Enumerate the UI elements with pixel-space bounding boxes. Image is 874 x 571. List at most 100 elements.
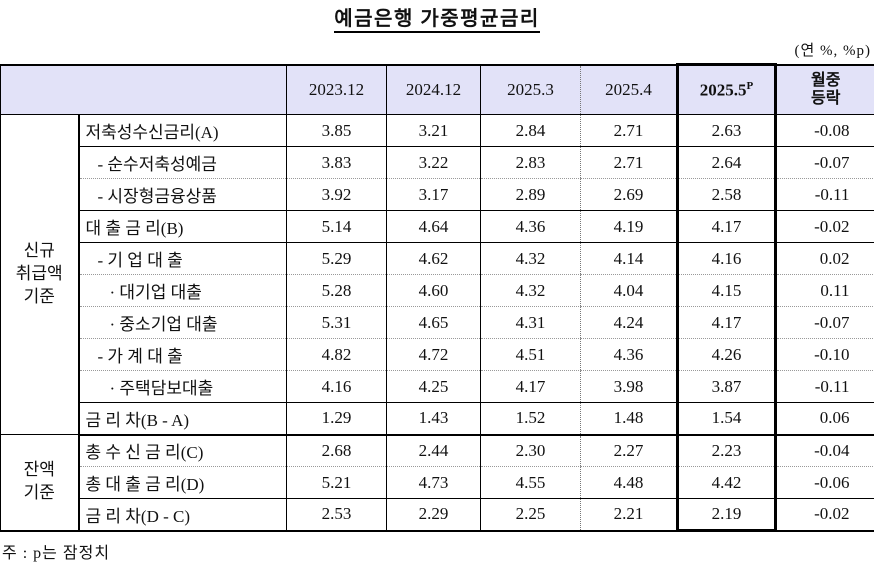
row-label: - 시장형금융상품: [77, 178, 287, 211]
value-cell: 0.11: [775, 274, 874, 307]
table-row: · 주택담보대출 4.16 4.25 4.17 3.98 3.87 -0.11: [1, 370, 874, 403]
header-row: 2023.12 2024.12 2025.3 2025.4 2025.5P 월중…: [0, 63, 874, 115]
table-header: 2023.12 2024.12 2025.3 2025.4 2025.5P 월중…: [0, 63, 874, 115]
value-cell: -0.07: [775, 306, 874, 339]
col-header-2025-4: 2025.4: [580, 64, 678, 115]
value-cell: 3.98: [580, 370, 678, 403]
table-row: 신규 취급액 기준 저축성수신금리(A) 3.85 3.21 2.84 2.71 2.63-…: [0, 114, 874, 435]
row-label: 총 대 출 금 리(D): [77, 466, 287, 499]
page-title-text: 예금은행 가중평균금리: [334, 8, 540, 33]
value-cell: 0.06: [775, 402, 874, 436]
value-cell: 4.26: [676, 338, 777, 371]
value-cell: -0.02: [814, 504, 850, 524]
value-cell: 2.69: [580, 178, 678, 211]
value-cell: 5.14: [286, 210, 387, 243]
value-cell: 3.21: [386, 114, 481, 147]
value-cell: 3.22: [386, 146, 481, 179]
value-cell: 2.58: [676, 178, 777, 211]
value-cell: -0.06: [775, 466, 874, 499]
value-cell: 4.32: [480, 274, 581, 307]
value-cell: 4.42: [676, 466, 777, 499]
table-row: 대 출 금 리(B) 5.14 4.64 4.36 4.19 4.17 -0.02: [1, 210, 874, 243]
col-header-2024-12: 2024.12: [386, 64, 481, 115]
value-cell: 2.53: [286, 498, 387, 531]
value-cell: 4.72: [386, 338, 481, 371]
value-cell: 4.31: [480, 306, 581, 339]
table-row: 잔액 기준 총 수 신 금 리(C) 2.68 2.44 2.30 2.27 2.23 -0.…: [0, 434, 874, 531]
value-cell: -0.10: [775, 338, 874, 371]
row-label: - 가 계 대 출: [77, 338, 287, 371]
value-cell: 4.60: [386, 274, 481, 307]
value-cell: 0.02: [775, 242, 874, 275]
value-cell: 2.68: [286, 434, 387, 467]
value-cell: -0.11: [775, 370, 874, 403]
row-group-label: 잔액 기준: [0, 434, 79, 531]
value-cell: 2.89: [480, 178, 581, 211]
value-cell: -0.11: [775, 178, 874, 211]
row-label: 금 리 차(D - C): [77, 498, 287, 531]
table-row: - 순수저축성예금 3.83 3.22 2.83 2.71 2.64 -0.07: [1, 146, 874, 179]
table-row: 총 대 출 금 리(D) 5.21 4.73 4.55 4.48 4.42 -0.06: [1, 466, 874, 499]
value-cell: 2.71: [580, 146, 678, 179]
value-cell: -0.07: [775, 146, 874, 179]
col-header-2025-5: 2025.5P: [676, 63, 777, 115]
value-cell: 4.36: [580, 338, 678, 371]
value-cell: 5.28: [286, 274, 387, 307]
value-cell: 4.82: [286, 338, 387, 371]
table-row: - 기 업 대 출 5.29 4.62 4.32 4.14 4.16 0.02: [1, 242, 874, 275]
footnote: 주 : p는 잠정치: [2, 545, 111, 562]
value-cell: 2.27: [580, 434, 678, 467]
row-label: 대 출 금 리(B): [77, 210, 287, 243]
table-row: 금 리 차(D - C) 2.53 2.29 2.25 2.21 2.19 -0.02: [1, 498, 874, 532]
value-cell: 3.92: [286, 178, 387, 211]
value-cell: 2.19: [676, 498, 777, 532]
page-title: 예금은행 가중평균금리: [0, 6, 874, 33]
value-cell: 4.17: [676, 210, 777, 243]
value-cell: 2.64: [676, 146, 777, 179]
value-cell: 2.71: [580, 114, 678, 147]
table-row: · 중소기업 대출 5.31 4.65 4.31 4.24 4.17 -0.07: [1, 306, 874, 339]
value-cell: 4.62: [386, 242, 481, 275]
value-cell: 3.85: [286, 114, 387, 147]
value-cell: -0.02: [775, 210, 874, 243]
table-row: 금 리 차(B - A) 1.29 1.43 1.52 1.48 1.54 0.06: [1, 402, 874, 436]
value-cell: 5.31: [286, 306, 387, 339]
value-cell: 2.63: [676, 114, 777, 147]
col-header-2023-12: 2023.12: [286, 64, 387, 115]
value-cell: 2.30: [480, 434, 581, 467]
value-cell: 4.32: [480, 242, 581, 275]
value-cell: 2.29: [386, 498, 481, 531]
row-label: · 중소기업 대출: [77, 306, 287, 339]
row-label: · 대기업 대출: [77, 274, 287, 307]
unit-note: (연 %, %p): [794, 43, 871, 59]
value-cell: 5.21: [286, 466, 387, 499]
value-cell: 2.83: [480, 146, 581, 179]
row-label: - 기 업 대 출: [77, 242, 287, 275]
value-cell: 4.25: [386, 370, 481, 403]
value-cell: 4.36: [480, 210, 581, 243]
value-cell: 1.48: [580, 402, 678, 436]
value-cell: 4.73: [386, 466, 481, 499]
value-cell: 1.52: [480, 402, 581, 436]
col-header-monthly-change: 월중 등락: [775, 64, 874, 115]
value-cell: 2.23: [676, 434, 777, 467]
value-cell: 5.29: [286, 242, 387, 275]
value-cell: 4.16: [286, 370, 387, 403]
weighted-average-rates-table: 2023.12 2024.12 2025.3 2025.4 2025.5P 월중…: [0, 63, 874, 532]
row-label: 총 수 신 금 리(C): [77, 434, 287, 467]
preliminary-mark: P: [746, 79, 754, 92]
value-cell: 4.65: [386, 306, 481, 339]
col-header-2025-3: 2025.3: [480, 64, 581, 115]
value-cell: 1.43: [386, 402, 481, 436]
value-cell: 4.24: [580, 306, 678, 339]
row-label: 저축성수신금리(A): [77, 114, 287, 147]
row-label: - 순수저축성예금: [77, 146, 287, 179]
col-header-2025-5-text: 2025.5: [699, 80, 747, 100]
table-body: 신규 취급액 기준 저축성수신금리(A) 3.85 3.21 2.84 2.71 2.63-…: [0, 114, 874, 532]
value-cell: 4.48: [580, 466, 678, 499]
value-cell: 3.17: [386, 178, 481, 211]
value-cell: 4.51: [480, 338, 581, 371]
value-cell: 3.83: [286, 146, 387, 179]
corner-cell: [0, 64, 287, 115]
